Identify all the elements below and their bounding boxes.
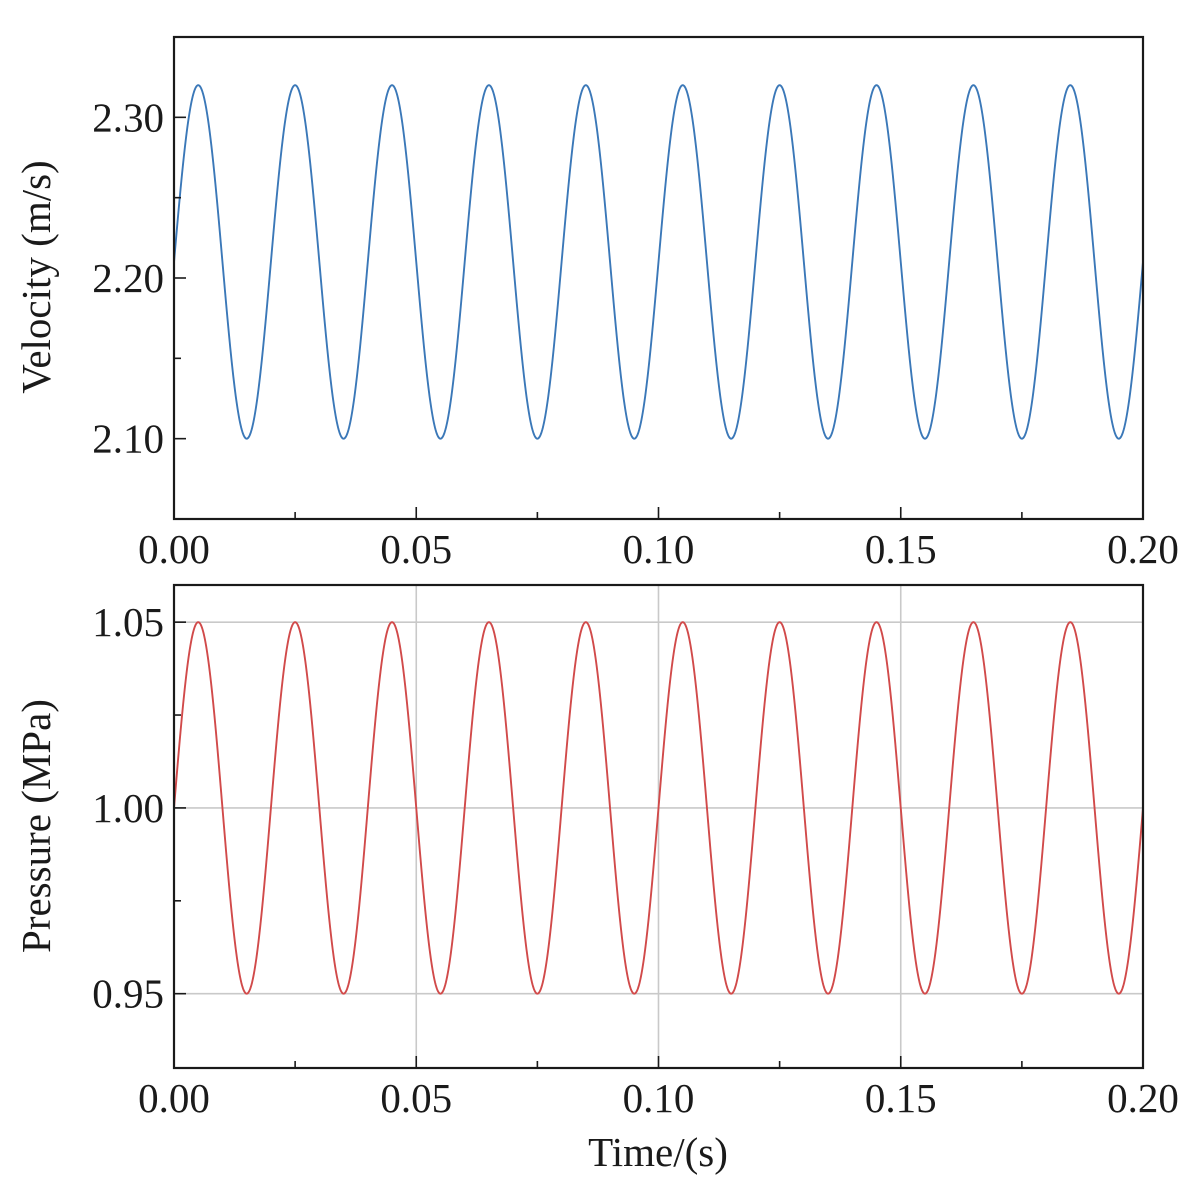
x-tick-label: 0.00 (138, 526, 210, 572)
x-tick-label: 0.05 (380, 526, 452, 572)
pressure-chart: Pressure (MPa) Time/(s) 0.00 0.05 0.10 0.15… (13, 583, 1179, 1175)
y-tick-label: 1.05 (92, 599, 164, 645)
y-tick-label: 0.95 (92, 971, 164, 1017)
y-tick-label: 2.20 (92, 255, 164, 301)
series-line-0 (173, 621, 1144, 995)
y-tick-label: 2.30 (92, 94, 164, 140)
velocity-chart: Velocity (m/s) 0.00 0.05 0.10 0.15 0.20 2.10 2… (13, 35, 1179, 572)
series-line-0 (173, 84, 1144, 440)
plot-frame (172, 35, 1145, 521)
x-tick-label: 0.00 (138, 1075, 210, 1121)
x-tick-label: 0.20 (1107, 1075, 1179, 1121)
x-axis-title: Time/(s) (588, 1129, 728, 1175)
x-tick-label: 0.15 (865, 1075, 937, 1121)
x-tick-label: 0.10 (623, 1075, 695, 1121)
y-tick-label: 2.10 (92, 416, 164, 462)
x-tick-label: 0.15 (865, 526, 937, 572)
x-tick-label: 0.20 (1107, 526, 1179, 572)
y-axis-title: Pressure (MPa) (13, 699, 59, 953)
x-tick-label: 0.05 (380, 1075, 452, 1121)
y-axis-title: Velocity (m/s) (13, 160, 59, 393)
x-tick-label: 0.10 (623, 526, 695, 572)
y-tick-label: 1.00 (92, 785, 164, 831)
